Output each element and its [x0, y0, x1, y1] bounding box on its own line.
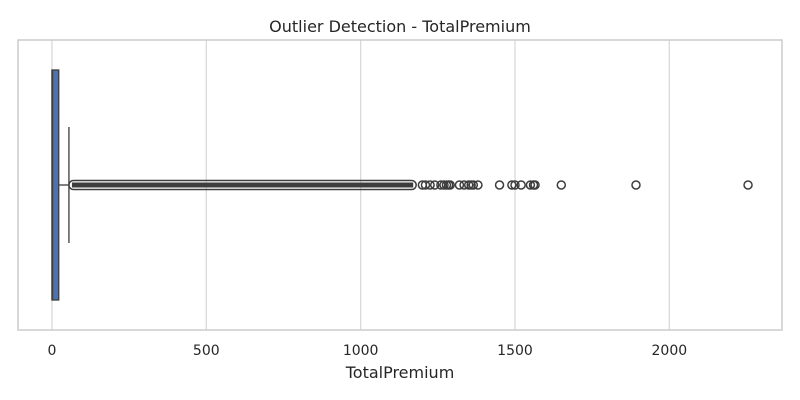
outlier-point	[631, 180, 641, 190]
outlier-point	[494, 180, 505, 190]
outlier-band	[68, 179, 417, 191]
x-tick-label: 1500	[497, 343, 533, 359]
x-axis-ticks: 0 500 1000 1500 2000	[47, 343, 687, 359]
outlier-point	[510, 180, 520, 190]
x-tick-label: 1000	[343, 343, 379, 359]
outlier-point	[459, 180, 469, 190]
chart-title: Outlier Detection - TotalPremium	[269, 17, 531, 36]
outlier-point	[530, 180, 540, 190]
outlier-point	[473, 180, 483, 190]
x-tick-label: 2000	[652, 343, 688, 359]
outlier-point	[743, 180, 753, 190]
outlier-band-fill	[71, 182, 414, 188]
plot-frame	[17, 39, 783, 331]
outlier-point	[454, 180, 465, 190]
x-axis-label: TotalPremium	[345, 363, 455, 382]
outlier-point	[468, 180, 479, 190]
outlier-point	[507, 180, 517, 190]
plot-area	[51, 69, 753, 301]
outlier-point	[556, 180, 567, 190]
outlier-point	[420, 180, 431, 190]
outlier-point	[445, 180, 455, 190]
outlier-point	[525, 180, 536, 190]
x-tick-label: 0	[47, 343, 56, 359]
outlier-point	[516, 180, 526, 190]
outlier-point	[425, 180, 435, 190]
x-tick-label: 500	[193, 343, 220, 359]
outlier-point	[429, 180, 440, 190]
